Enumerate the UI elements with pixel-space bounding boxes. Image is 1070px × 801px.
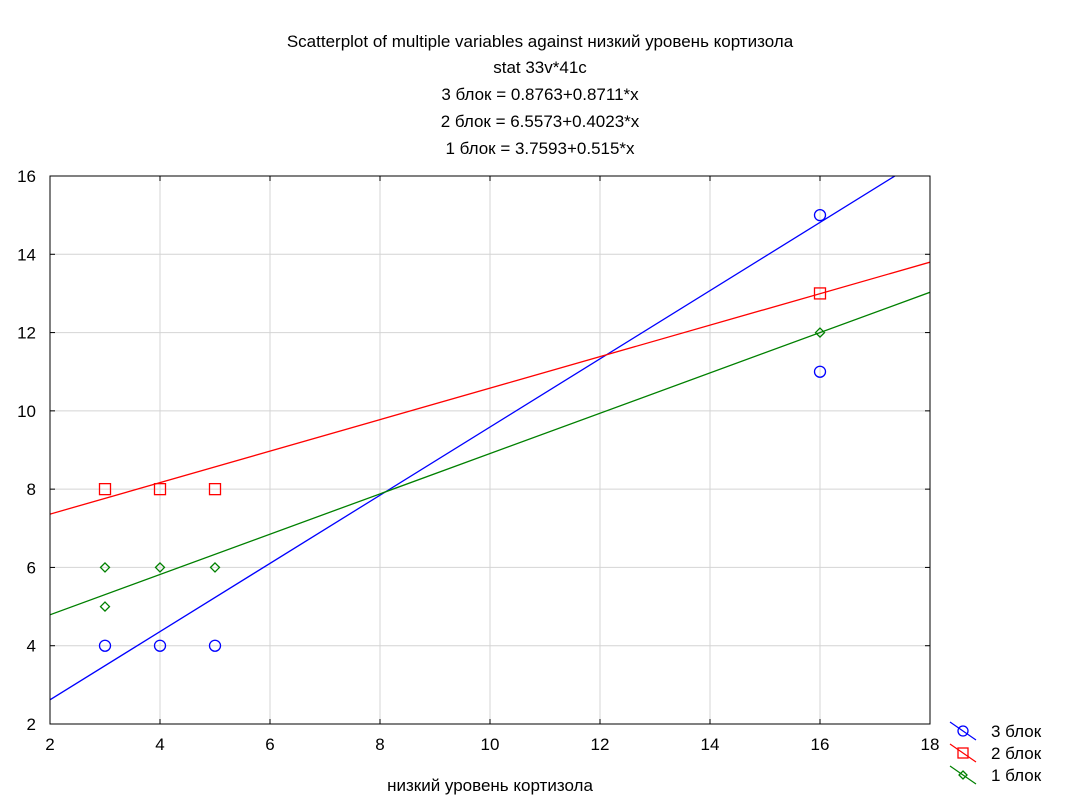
y-tick-label: 6 (27, 558, 36, 577)
chart-title: Scatterplot of multiple variables agains… (287, 32, 794, 158)
x-tick-label: 12 (591, 735, 610, 754)
y-tick-label: 16 (17, 167, 36, 186)
x-tick-label: 2 (45, 735, 54, 754)
legend-marker-series-1 (957, 725, 969, 737)
data-point-series-1 (208, 639, 222, 652)
y-tick-label: 12 (17, 324, 36, 343)
data-point-series-3 (814, 327, 826, 338)
y-tick-label: 8 (27, 480, 36, 499)
regression-line-series-3 (50, 291, 930, 616)
y-tick-label: 14 (17, 245, 36, 264)
regression-equation-2: 2 блок = 6.5573+0.4023*x (441, 112, 640, 131)
data-point-series-1 (98, 639, 112, 652)
data-point-series-2 (813, 287, 827, 300)
x-tick-label: 8 (375, 735, 384, 754)
y-tick-label: 4 (27, 637, 36, 656)
chart-subtitle: stat 33v*41c (493, 58, 587, 77)
data-point-series-1 (153, 639, 167, 652)
legend-label-series-2: 2 блок (991, 744, 1042, 763)
x-tick-label: 14 (701, 735, 720, 754)
grid (50, 176, 930, 724)
legend: 3 блок 2 блок 1 блок (949, 721, 1042, 785)
y-tick-label: 2 (27, 715, 36, 734)
regression-equation-1: 1 блок = 3.7593+0.515*x (445, 139, 635, 158)
data-point-series-3 (99, 601, 111, 612)
data-point-series-1 (813, 208, 827, 222)
x-tick-label: 16 (811, 735, 830, 754)
data-point-series-3 (154, 562, 166, 573)
x-axis-label: низкий уровень кортизола (387, 776, 593, 795)
legend-marker-series-3 (958, 770, 968, 780)
chart-title-line-1: Scatterplot of multiple variables agains… (287, 32, 794, 51)
x-tick-label: 18 (921, 735, 940, 754)
x-tick-label: 4 (155, 735, 164, 754)
legend-marker-series-2 (957, 747, 969, 759)
regression-lines (50, 176, 930, 701)
legend-line-series-1 (949, 721, 977, 741)
x-tick-label: 10 (481, 735, 500, 754)
y-tick-label: 10 (17, 402, 36, 421)
legend-label-series-3: 1 блок (991, 766, 1042, 785)
data-point-series-3 (209, 562, 221, 573)
regression-equation-3: 3 блок = 0.8763+0.8711*x (441, 85, 639, 104)
regression-line-series-1 (50, 176, 897, 701)
data-points (98, 208, 827, 652)
data-point-series-3 (99, 562, 111, 573)
axis-ticks: 2 4 6 8 10 12 14 16 18 2 4 6 8 10 12 14 16 (17, 167, 939, 754)
data-point-series-2 (208, 482, 222, 496)
legend-line-series-2 (949, 743, 977, 763)
regression-line-series-2 (50, 261, 930, 515)
legend-line-series-3 (949, 765, 977, 785)
data-point-series-2 (98, 482, 112, 496)
x-tick-label: 6 (265, 735, 274, 754)
data-point-series-2 (153, 482, 167, 496)
legend-label-series-1: 3 блок (991, 722, 1042, 741)
data-point-series-1 (813, 365, 827, 378)
